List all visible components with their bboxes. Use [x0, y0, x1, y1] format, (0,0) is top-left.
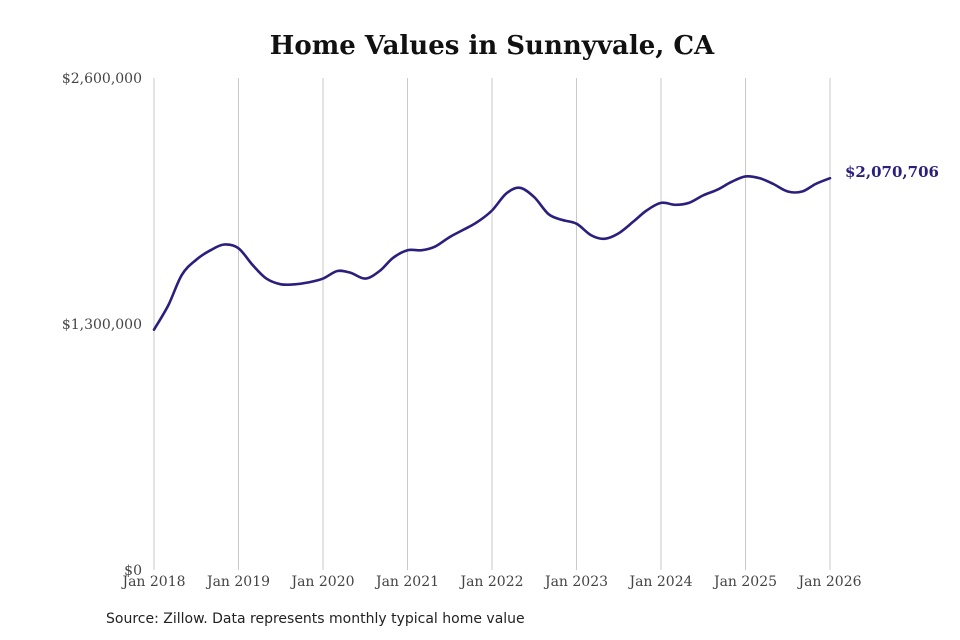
x-axis-ticks: Jan 2018 Jan 2019 Jan 2020 Jan 2021 Jan 2022… — [120, 574, 861, 590]
x-tick-label: Jan 2026 — [796, 574, 861, 590]
x-tick-label: Jan 2021 — [374, 574, 439, 590]
latest-value-label: $2,070,706 — [845, 163, 939, 181]
y-tick-label: $1,300,000 — [62, 317, 142, 333]
home-value-series-line — [152, 174, 832, 331]
x-tick-label: Jan 2022 — [458, 574, 523, 590]
x-tick-label: Jan 2020 — [289, 574, 354, 590]
x-tick-label: Jan 2018 — [120, 574, 185, 590]
y-tick-label: $2,600,000 — [62, 71, 142, 87]
y-axis-ticks: $2,600,000 $1,300,000 $0 — [62, 71, 142, 579]
chart-title: Home Values in Sunnyvale, CA — [270, 31, 715, 61]
y-tick-label: $0 — [124, 563, 142, 579]
x-tick-label: Jan 2023 — [543, 574, 608, 590]
source-note: Source: Zillow. Data represents monthly … — [106, 611, 525, 627]
x-tick-label: Jan 2024 — [627, 574, 692, 590]
x-tick-label: Jan 2019 — [205, 574, 270, 590]
x-gridlines — [153, 78, 831, 570]
x-tick-label: Jan 2025 — [712, 574, 777, 590]
